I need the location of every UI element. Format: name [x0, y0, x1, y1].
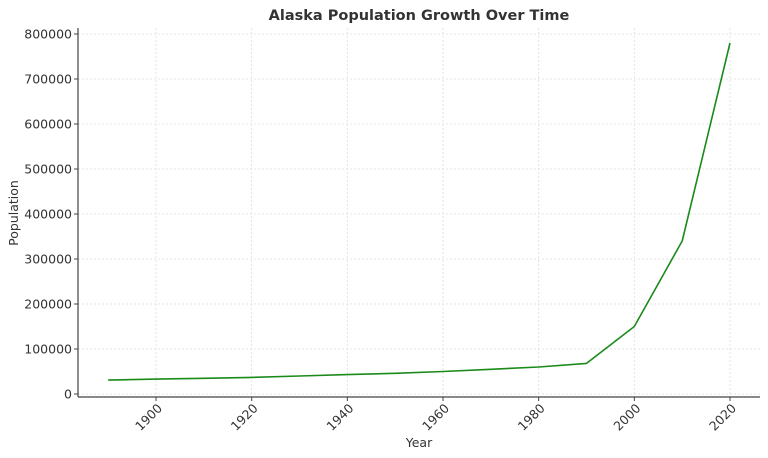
- y-tick-label: 400000: [24, 207, 72, 222]
- x-tick-label: 1960: [419, 400, 452, 433]
- chart-title: Alaska Population Growth Over Time: [269, 8, 570, 24]
- y-tick-label: 700000: [24, 72, 72, 87]
- axes: [77, 28, 760, 398]
- y-tick-label: 300000: [24, 252, 72, 267]
- y-tick-label: 500000: [24, 162, 72, 177]
- x-tick-label: 1920: [228, 400, 261, 433]
- x-tick-label: 2000: [610, 400, 643, 433]
- y-axis-label: Population: [6, 180, 21, 246]
- y-tick-label: 600000: [24, 117, 72, 132]
- y-axis-ticks: 0 100000 200000 300000 400000 500000 600000 700…: [24, 27, 78, 402]
- y-tick-label: 100000: [24, 342, 72, 357]
- y-tick-label: 200000: [24, 297, 72, 312]
- population-line: [108, 42, 731, 381]
- x-axis-ticks: 1900 1920 1940 1960 1980 2000 2020: [132, 397, 739, 434]
- data-series: [108, 42, 731, 381]
- x-tick-label: 1940: [323, 400, 356, 433]
- grid-lines: [78, 28, 760, 397]
- x-tick-label: 2020: [706, 400, 739, 433]
- y-tick-label: 0: [64, 387, 72, 402]
- x-tick-label: 1980: [515, 400, 548, 433]
- y-tick-label: 800000: [24, 27, 72, 42]
- x-tick-label: 1900: [132, 400, 165, 433]
- x-axis-label: Year: [405, 435, 433, 450]
